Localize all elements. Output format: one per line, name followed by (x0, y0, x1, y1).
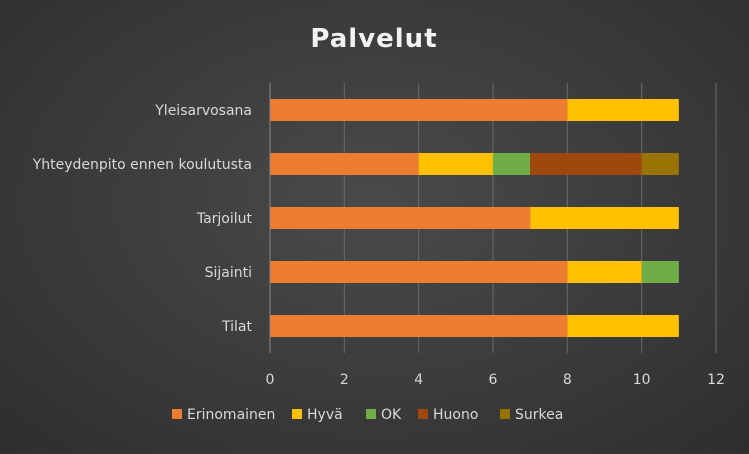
bar-segment-hyvä (567, 315, 679, 337)
legend-label: Huono (433, 407, 478, 423)
bar-segment-hyvä (567, 99, 679, 121)
bar-segment-erinomainen (270, 99, 568, 121)
legend-item: OK (366, 407, 402, 423)
legend-item: Huono (418, 407, 478, 423)
bar-segment-ok (493, 153, 531, 175)
bar-segment-huono (530, 153, 642, 175)
chart-title: Palvelut (310, 24, 437, 54)
legend-swatch (500, 409, 510, 419)
bar-segment-surkea (641, 153, 679, 175)
bar-segment-hyvä (530, 207, 679, 229)
legend-item: Erinomainen (172, 407, 275, 423)
x-tick-label: 2 (340, 372, 349, 388)
category-label: Yhteydenpito ennen koulutusta (32, 157, 252, 173)
bar-segment-hyvä (418, 153, 493, 175)
legend-swatch (418, 409, 428, 419)
category-label: Tarjoilut (196, 211, 253, 227)
x-tick-label: 0 (266, 372, 275, 388)
bar-segment-erinomainen (270, 153, 419, 175)
legend-label: Hyvä (307, 407, 343, 423)
legend-label: Surkea (515, 407, 563, 423)
bar-segment-erinomainen (270, 261, 568, 283)
bars (270, 99, 679, 337)
x-tick-label: 4 (414, 372, 423, 388)
category-label: Yleisarvosana (154, 103, 252, 119)
bar-segment-ok (641, 261, 679, 283)
legend: Erinomainen Hyvä OK Huono Surkea (172, 407, 563, 423)
legend-swatch (366, 409, 376, 419)
legend-item: Surkea (500, 407, 563, 423)
legend-label: Erinomainen (187, 407, 275, 423)
legend-swatch (172, 409, 182, 419)
bar-segment-hyvä (567, 261, 642, 283)
x-tick-label: 8 (563, 372, 572, 388)
x-tick-label: 10 (633, 372, 651, 388)
legend-item: Hyvä (292, 407, 343, 423)
legend-label: OK (381, 407, 402, 423)
x-tick-label: 6 (489, 372, 498, 388)
bar-segment-erinomainen (270, 315, 568, 337)
bar-segment-erinomainen (270, 207, 531, 229)
category-label: Sijainti (205, 265, 252, 281)
axes: 0 2 4 6 8 10 12 Yleisarvosana Yhteydenpito ennen… (32, 83, 725, 388)
legend-swatch (292, 409, 302, 419)
x-tick-label: 12 (707, 372, 725, 388)
category-label: Tilat (221, 319, 252, 335)
